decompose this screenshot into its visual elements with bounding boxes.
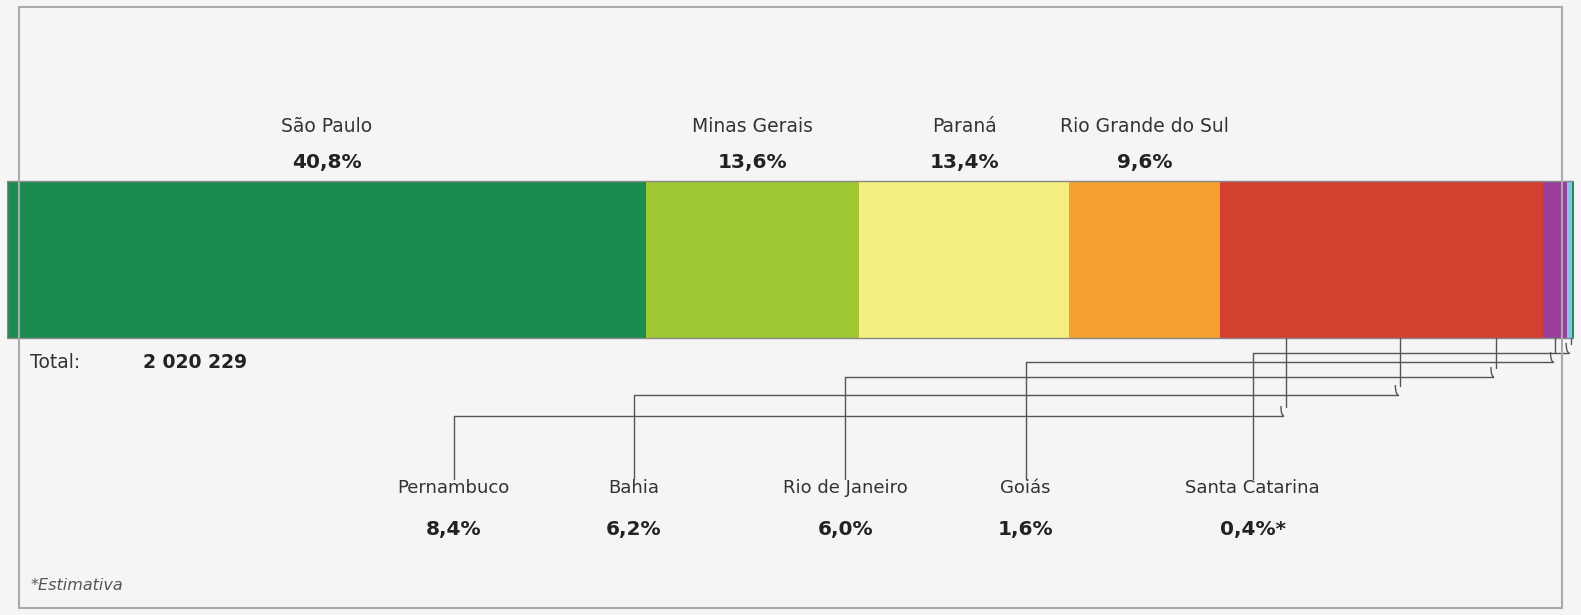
Text: 6,0%: 6,0% (817, 520, 873, 539)
Text: 2 020 229: 2 020 229 (144, 352, 247, 371)
Text: Pernambuco: Pernambuco (397, 479, 509, 497)
Bar (1352, 181, 1448, 338)
Bar (1568, 181, 1575, 338)
Bar (1221, 181, 1352, 338)
Text: Rio Grande do Sul: Rio Grande do Sul (1061, 117, 1228, 136)
Bar (1543, 181, 1568, 338)
Text: 1,6%: 1,6% (998, 520, 1053, 539)
Text: Paraná: Paraná (933, 117, 998, 136)
Text: Bahia: Bahia (609, 479, 659, 497)
Bar (1448, 181, 1543, 338)
Bar (1572, 181, 1575, 338)
Bar (1069, 181, 1221, 338)
Text: 9,6%: 9,6% (1116, 153, 1173, 172)
Text: 13,4%: 13,4% (930, 153, 999, 172)
Text: Rio de Janeiro: Rio de Janeiro (783, 479, 907, 497)
Text: 6,2%: 6,2% (606, 520, 661, 539)
Bar (6, 181, 647, 338)
Text: Santa Catarina: Santa Catarina (1186, 479, 1320, 497)
Bar (6, 181, 1575, 338)
Bar (1567, 181, 1572, 338)
Text: São Paulo: São Paulo (281, 117, 372, 136)
Text: Total:: Total: (30, 352, 87, 371)
Text: 8,4%: 8,4% (425, 520, 481, 539)
Text: Goiás: Goiás (1001, 479, 1051, 497)
Text: 0,4%*: 0,4%* (1221, 520, 1285, 539)
Text: 13,6%: 13,6% (718, 153, 787, 172)
Text: 40,8%: 40,8% (292, 153, 362, 172)
Bar (860, 181, 1069, 338)
Text: *Estimativa: *Estimativa (30, 578, 123, 593)
Text: Minas Gerais: Minas Gerais (692, 117, 813, 136)
Bar (647, 181, 860, 338)
